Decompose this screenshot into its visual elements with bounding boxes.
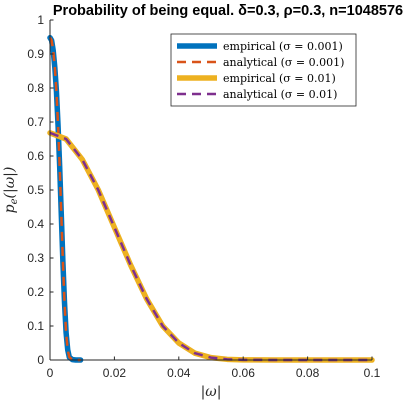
y-tick-label: 0.1 bbox=[27, 319, 44, 333]
y-axis-label-p: p bbox=[2, 204, 18, 213]
y-tick-label: 0.8 bbox=[27, 81, 44, 95]
y-tick-label: 0.6 bbox=[27, 149, 44, 163]
x-tick-label: 0.1 bbox=[364, 366, 381, 380]
y-tick-label: 1 bbox=[37, 13, 44, 27]
y-tick-label: 0 bbox=[37, 353, 44, 367]
y-tick-label: 0.3 bbox=[27, 251, 44, 265]
legend-entry-3: empirical (σ = 0.01) bbox=[223, 72, 336, 85]
x-tick-label: 0.08 bbox=[296, 366, 320, 380]
y-tick-label: 0.7 bbox=[27, 115, 44, 129]
chart-title: Probability of being equal. δ=0.3, ρ=0.3… bbox=[53, 3, 403, 19]
legend-entry-4: analytical (σ = 0.01) bbox=[223, 88, 337, 101]
legend: empirical (σ = 0.001) analytical (σ = 0.0… bbox=[170, 33, 357, 107]
y-tick-label: 0.5 bbox=[27, 183, 44, 197]
y-tick-label: 0.2 bbox=[27, 285, 44, 299]
x-axis-label: |ω| bbox=[201, 384, 222, 400]
y-axis-label-arg: (|ω|) bbox=[2, 167, 18, 199]
y-tick-label: 0.9 bbox=[27, 47, 44, 61]
x-tick-label: 0.04 bbox=[167, 366, 191, 380]
legend-entry-1: empirical (σ = 0.001) bbox=[223, 40, 343, 53]
x-tick-label: 0.06 bbox=[232, 366, 256, 380]
legend-entry-2: analytical (σ = 0.001) bbox=[223, 56, 344, 69]
y-axis-label-sub: e bbox=[9, 198, 20, 204]
x-tick-label: 0.02 bbox=[103, 366, 127, 380]
y-tick-label: 0.4 bbox=[27, 217, 44, 231]
svg-text:pe(|ω|): pe(|ω|) bbox=[2, 167, 20, 214]
ticks-layer: 0 0.02 0.04 0.06 0.08 0.1 0 0.1 0.2 0.3 0.4 0.5 0.6 0… bbox=[27, 13, 380, 380]
x-tick-label: 0 bbox=[47, 366, 54, 380]
y-axis-label: pe(|ω|) bbox=[2, 167, 20, 214]
